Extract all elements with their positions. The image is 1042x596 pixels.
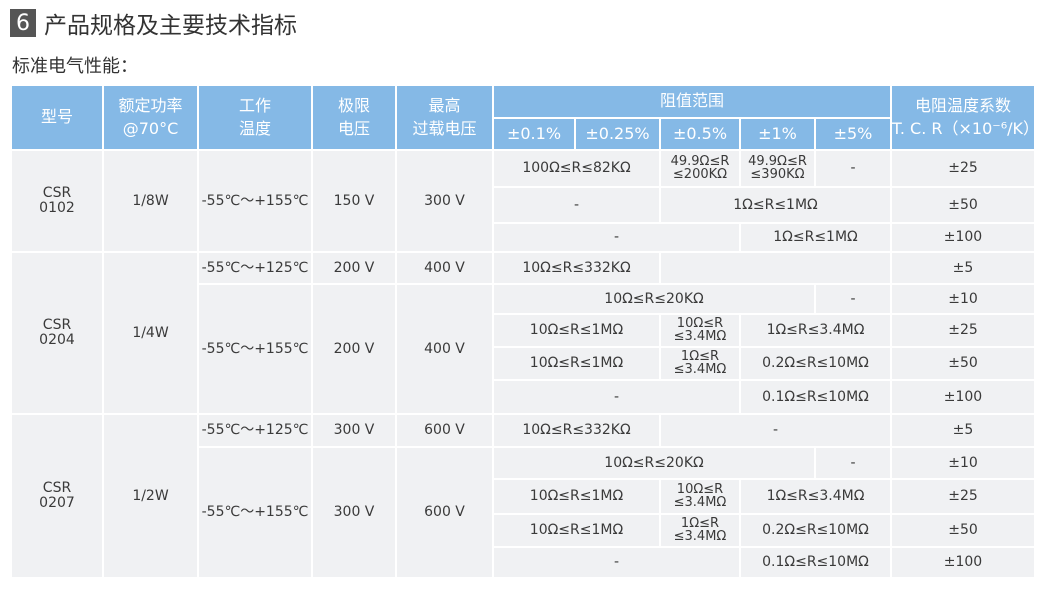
- range-cell: 10Ω≤R≤1MΩ: [492, 346, 661, 381]
- model-cell: CSR 0102: [10, 149, 104, 253]
- header-overload-voltage: 最高 过载电压: [395, 84, 494, 151]
- overload-voltage-cell: 400 V: [395, 251, 494, 285]
- tcr-cell: ±10: [890, 446, 1036, 480]
- model-cell: CSR 0207: [10, 413, 104, 579]
- header-range: 阻值范围: [492, 84, 892, 119]
- table-row: -55℃～+155℃ 300 V 600 V 10Ω≤R≤20KΩ - ±10: [11, 446, 1036, 579]
- tcr-cell: ±25: [890, 478, 1036, 515]
- tcr-cell: ±100: [890, 222, 1036, 253]
- temp-cell: -55℃～+125℃: [197, 251, 313, 285]
- range-cell: -: [814, 446, 892, 480]
- range-cell: [659, 251, 892, 285]
- header-tol: ±1%: [739, 117, 816, 151]
- tcr-cell: ±50: [890, 513, 1036, 548]
- range-cell: 1Ω≤R≤3.4MΩ: [739, 478, 892, 515]
- limit-voltage-cell: 150 V: [311, 149, 397, 253]
- temp-cell: -55℃～+155℃: [197, 446, 313, 579]
- range-cell: 0.1Ω≤R≤10MΩ: [739, 546, 892, 579]
- range-cell: 10Ω≤R ≤3.4MΩ: [659, 313, 741, 348]
- header-temp: 工作 温度: [197, 84, 313, 151]
- range-cell: 10Ω≤R≤1MΩ: [492, 513, 661, 548]
- range-cell: 10Ω≤R≤20KΩ: [492, 446, 816, 480]
- power-cell: 1/4W: [102, 251, 199, 415]
- overload-voltage-cell: 300 V: [395, 149, 494, 253]
- range-cell: -: [492, 186, 661, 224]
- header-model: 型号: [10, 84, 104, 151]
- limit-voltage-cell: 300 V: [311, 413, 397, 448]
- power-cell: 1/8W: [102, 149, 199, 253]
- range-cell: 49.9Ω≤R ≤200KΩ: [659, 149, 741, 188]
- overload-voltage-cell: 600 V: [395, 446, 494, 579]
- tcr-cell: ±50: [890, 186, 1036, 224]
- table-row: 10Ω≤R≤1MΩ 10Ω≤R ≤3.4MΩ 1Ω≤R≤3.4MΩ ±25: [11, 313, 1036, 348]
- tcr-cell: ±5: [890, 251, 1036, 285]
- table-row: 10Ω≤R≤1MΩ 1Ω≤R ≤3.4MΩ 0.2Ω≤R≤10MΩ ±50: [11, 346, 1036, 381]
- range-cell: 1Ω≤R≤1MΩ: [739, 222, 892, 253]
- header-limit-voltage: 极限 电压: [311, 84, 397, 151]
- limit-voltage-cell: 200 V: [311, 251, 397, 285]
- tcr-cell: ±10: [890, 283, 1036, 315]
- range-cell: 1Ω≤R ≤3.4MΩ: [659, 346, 741, 381]
- table-row: 10Ω≤R≤1MΩ 1Ω≤R ≤3.4MΩ 0.2Ω≤R≤10MΩ ±50: [11, 513, 1036, 548]
- range-cell: -: [492, 546, 741, 579]
- header-tol: ±0.25%: [574, 117, 661, 151]
- range-cell: 1Ω≤R≤1MΩ: [659, 186, 892, 224]
- table-row: -0.1Ω≤R≤10MΩ ±100: [11, 546, 1036, 579]
- range-cell: -: [659, 413, 892, 448]
- temp-cell: -55℃～+125℃: [197, 413, 313, 448]
- header-tol: ±0.1%: [492, 117, 576, 151]
- tcr-cell: ±25: [890, 313, 1036, 348]
- tcr-cell: ±50: [890, 346, 1036, 381]
- table-row: CSR 0207 1/2W -55℃～+125℃ 300 V 600 V 10Ω≤R≤33…: [10, 413, 1036, 579]
- range-cell: 10Ω≤R ≤3.4MΩ: [659, 478, 741, 515]
- range-cell: -: [814, 149, 892, 188]
- header-power: 额定功率 @70°C: [102, 84, 199, 151]
- table-row: CSR 0102 1/8W -55℃～+155℃ 150 V 300 V 100Ω≤R≤8…: [10, 149, 1036, 253]
- table-row: CSR 0204 1/4W -55℃～+125℃ 200 V 400 V 10Ω≤R≤33…: [10, 251, 1036, 415]
- range-cell: 0.2Ω≤R≤10MΩ: [739, 346, 892, 381]
- tcr-cell: ±25: [890, 149, 1036, 188]
- section-title: 6 产品规格及主要技术指标: [10, 6, 297, 40]
- limit-voltage-cell: 300 V: [311, 446, 397, 579]
- range-cell: 1Ω≤R ≤3.4MΩ: [659, 513, 741, 548]
- range-cell: 49.9Ω≤R ≤390KΩ: [739, 149, 816, 188]
- range-cell: 10Ω≤R≤20KΩ: [492, 283, 816, 315]
- subtitle: 标准电气性能：: [12, 56, 138, 77]
- tcr-cell: ±100: [890, 379, 1036, 415]
- table-row: -55℃～+155℃ 200 V 400 V 10Ω≤R≤20KΩ - ±10: [11, 283, 1036, 415]
- limit-voltage-cell: 200 V: [311, 283, 397, 415]
- power-cell: 1/2W: [102, 413, 199, 579]
- range-cell: -: [492, 222, 741, 253]
- spec-table: 型号 额定功率 @70°C 工作 温度 极限 电压 最高 过载电压 阻值范围 电阻温度系…: [10, 84, 1039, 579]
- range-cell: 1Ω≤R≤3.4MΩ: [739, 313, 892, 348]
- table-row: 10Ω≤R≤1MΩ 10Ω≤R ≤3.4MΩ 1Ω≤R≤3.4MΩ ±25: [11, 478, 1036, 515]
- table-row: -1Ω≤R≤1MΩ ±100: [11, 222, 1036, 253]
- header-tcr: 电阻温度系数 T. C. R（×10⁻⁶/K）: [890, 84, 1039, 151]
- table-row: -1Ω≤R≤1MΩ ±50: [11, 186, 1036, 224]
- header-tol: ±5%: [814, 117, 892, 151]
- header-tol: ±0.5%: [659, 117, 741, 151]
- range-cell: 10Ω≤R≤1MΩ: [492, 478, 661, 515]
- range-cell: 100Ω≤R≤82KΩ: [492, 149, 661, 188]
- overload-voltage-cell: 600 V: [395, 413, 494, 448]
- model-cell: CSR 0204: [10, 251, 104, 415]
- section-number: 6: [10, 9, 36, 37]
- range-cell: -: [814, 283, 892, 315]
- table-row: -0.1Ω≤R≤10MΩ ±100: [11, 379, 1036, 415]
- temp-cell: -55℃～+155℃: [197, 149, 313, 253]
- range-cell: 0.2Ω≤R≤10MΩ: [739, 513, 892, 548]
- overload-voltage-cell: 400 V: [395, 283, 494, 415]
- tcr-cell: ±5: [890, 413, 1036, 448]
- range-cell: 10Ω≤R≤1MΩ: [492, 313, 661, 348]
- range-cell: 10Ω≤R≤332KΩ: [492, 251, 661, 285]
- range-cell: 0.1Ω≤R≤10MΩ: [739, 379, 892, 415]
- temp-cell: -55℃～+155℃: [197, 283, 313, 415]
- tcr-cell: ±100: [890, 546, 1036, 579]
- range-cell: 10Ω≤R≤332KΩ: [492, 413, 661, 448]
- range-cell: -: [492, 379, 741, 415]
- section-title-text: 产品规格及主要技术指标: [44, 13, 297, 39]
